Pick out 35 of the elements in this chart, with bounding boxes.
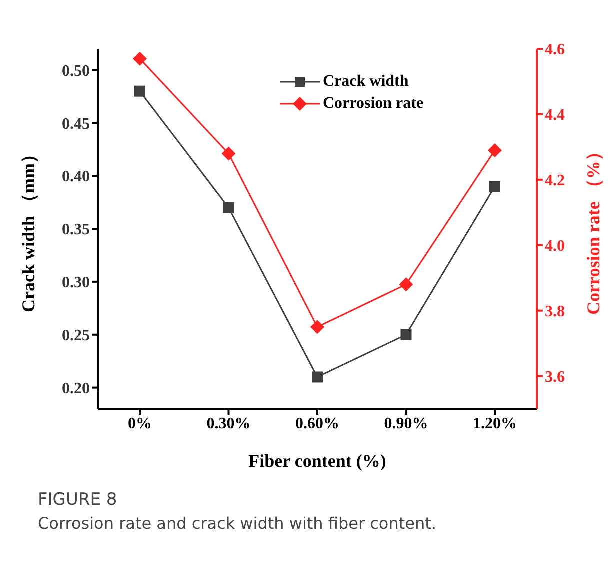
point bbox=[490, 181, 500, 192]
y-axis-title: Crack width （mm） bbox=[18, 146, 38, 312]
y2-tick-label: 4.0 bbox=[545, 238, 565, 256]
y2-tick-label: 4.4 bbox=[545, 107, 565, 124]
y2-axis-title: Corrosion rate （%） bbox=[583, 143, 604, 315]
x-tick-label: 0.60% bbox=[296, 415, 340, 432]
y-tick-label: 0.30 bbox=[62, 274, 90, 292]
y-tick-label: 0.40 bbox=[62, 168, 90, 186]
point bbox=[400, 329, 412, 340]
point bbox=[488, 143, 502, 158]
legend-label: Corrosion rate bbox=[323, 95, 424, 113]
y2-tick-label: 3.6 bbox=[545, 368, 565, 386]
y-tick-label: 0.35 bbox=[62, 222, 90, 239]
point bbox=[312, 372, 323, 383]
point bbox=[134, 86, 146, 97]
y-tick-label: 0.20 bbox=[62, 380, 90, 398]
point bbox=[223, 202, 234, 214]
y-tick-label: 0.25 bbox=[62, 328, 90, 345]
legend-label: Crack width bbox=[323, 73, 409, 91]
y2-tick-label: 3.8 bbox=[545, 304, 565, 320]
point bbox=[310, 320, 324, 334]
y2-tick-label: 4.6 bbox=[545, 42, 565, 59]
x-tick-label: 0.90% bbox=[384, 415, 428, 432]
point bbox=[222, 146, 236, 161]
y-tick-label: 0.45 bbox=[62, 116, 90, 133]
y-tick-label: 0.50 bbox=[62, 62, 90, 80]
y2-tick-label: 4.2 bbox=[545, 172, 565, 190]
x-tick-label: 0.30% bbox=[206, 415, 251, 432]
text: Corrosion rate and crack width with fiber content. bbox=[38, 514, 438, 533]
x-tick-label: 1.20% bbox=[473, 415, 517, 432]
x-axis-title: Fiber content (%) bbox=[248, 451, 386, 471]
x-tick-label: 0% bbox=[128, 415, 152, 432]
caption: FIGURE 8 bbox=[38, 490, 118, 510]
point bbox=[399, 278, 414, 292]
point bbox=[133, 52, 147, 66]
